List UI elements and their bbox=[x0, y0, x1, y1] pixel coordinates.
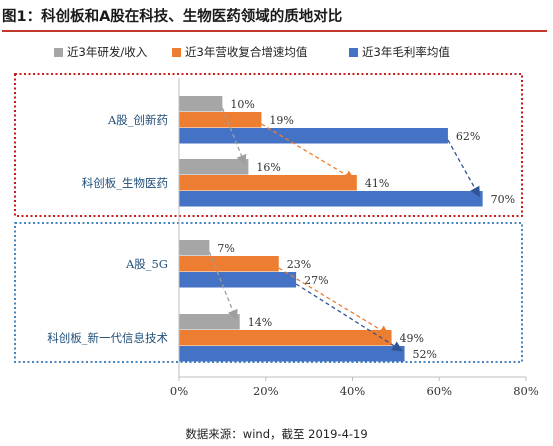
data-label-3-1: 49% bbox=[400, 332, 424, 345]
legend-label-2: 近3年毛利率均值 bbox=[362, 45, 450, 59]
figure-title: 图1：科创板和A股在科技、生物医药领域的质地对比 bbox=[2, 4, 547, 32]
legend-swatch-2 bbox=[349, 48, 358, 57]
bar-1-1 bbox=[179, 175, 357, 191]
group-box-bottom bbox=[14, 222, 523, 363]
x-tick-label-3: 60% bbox=[426, 384, 452, 398]
bar-2-2 bbox=[179, 272, 297, 288]
data-label-2-2: 27% bbox=[304, 274, 328, 287]
data-label-1-2: 70% bbox=[491, 193, 515, 206]
bar-1-2 bbox=[179, 191, 483, 207]
data-label-3-2: 52% bbox=[413, 348, 437, 361]
bar-2-1 bbox=[179, 256, 279, 272]
bar-2-0 bbox=[179, 240, 210, 256]
comparison-arrow-0-2 bbox=[447, 139, 480, 198]
source-note: 数据来源：wind，截至 2019-4-19 bbox=[185, 427, 368, 441]
data-label-0-0: 10% bbox=[230, 98, 254, 111]
legend-swatch-0 bbox=[54, 48, 63, 57]
bar-1-0 bbox=[179, 159, 249, 175]
category-label-0: A股_创新药 bbox=[107, 113, 168, 127]
data-label-2-0: 7% bbox=[217, 242, 234, 255]
group-box-top bbox=[14, 73, 523, 217]
comparison-arrow-0-0 bbox=[221, 107, 247, 166]
data-label-1-0: 16% bbox=[256, 161, 280, 174]
x-tick-label-1: 20% bbox=[253, 384, 279, 398]
data-label-0-1: 19% bbox=[269, 114, 293, 127]
comparison-arrow-1-0 bbox=[208, 251, 238, 321]
bar-0-0 bbox=[179, 96, 223, 112]
legend-label-1: 近3年营收复合增速均值 bbox=[185, 45, 308, 59]
data-label-2-1: 23% bbox=[287, 258, 311, 271]
bar-3-0 bbox=[179, 314, 240, 330]
legend-label-0: 近3年研发/收入 bbox=[67, 45, 148, 59]
category-label-1: 科创板_生物医药 bbox=[82, 176, 168, 190]
comparison-arrow-0-1 bbox=[261, 123, 356, 181]
x-tick-label-4: 80% bbox=[513, 384, 539, 398]
data-label-0-2: 62% bbox=[456, 130, 480, 143]
bar-0-1 bbox=[179, 112, 262, 128]
bar-3-2 bbox=[179, 346, 405, 362]
category-label-2: A股_5G bbox=[125, 257, 168, 271]
bar-0-2 bbox=[179, 128, 448, 144]
legend-swatch-1 bbox=[172, 48, 181, 57]
x-tick-label-0: 0% bbox=[170, 384, 188, 398]
category-label-3: 科创板_新一代信息技术 bbox=[47, 331, 168, 345]
comparison-arrow-1-1 bbox=[278, 267, 390, 336]
data-label-1-1: 41% bbox=[365, 177, 389, 190]
x-tick-label-2: 40% bbox=[340, 384, 366, 398]
bar-3-1 bbox=[179, 330, 392, 346]
data-label-3-0: 14% bbox=[248, 316, 272, 329]
bar-chart: 近3年研发/收入 近3年营收复合增速均值 近3年毛利率均值 10% 19% 62% A股_创… bbox=[14, 45, 539, 398]
